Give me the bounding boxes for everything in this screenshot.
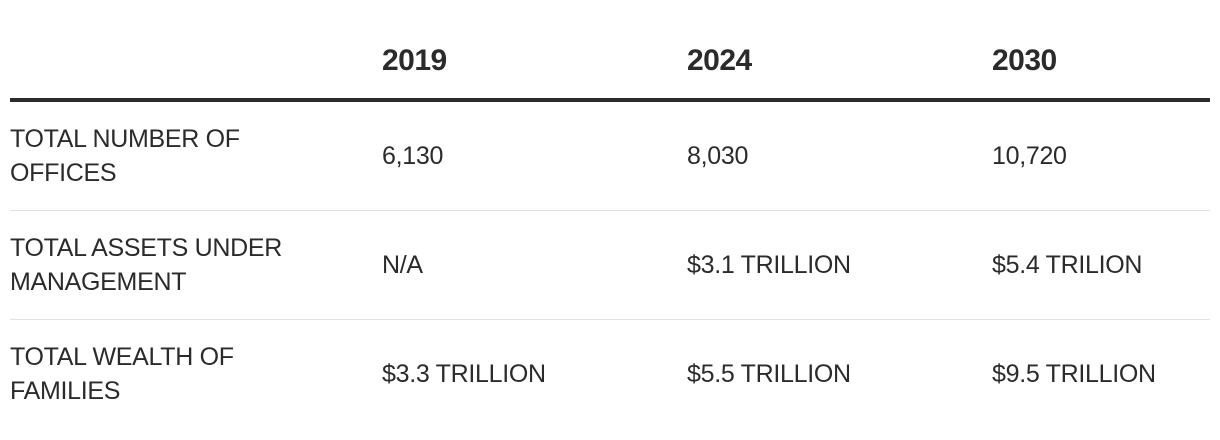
table-row: TOTAL NUMBER OF OFFICES 6,130 8,030 10,7… xyxy=(10,102,1210,211)
table-cell: $9.5 TRILLION xyxy=(992,360,1156,388)
table-cell: $5.4 TRILION xyxy=(992,251,1143,279)
table-cell: 6,130 xyxy=(382,142,444,170)
table-cell: 10,720 xyxy=(992,142,1067,170)
table-cell: $5.5 TRILLION xyxy=(687,360,851,388)
data-table: 2019 2024 2030 TOTAL NUMBER OF OFFICES 6… xyxy=(10,0,1210,428)
table-header-row: 2019 2024 2030 xyxy=(10,0,1210,102)
column-header-2024: 2024 xyxy=(687,44,752,77)
table-row: TOTAL WEALTH OF FAMILIES $3.3 TRILLION $… xyxy=(10,320,1210,428)
table-cell: N/A xyxy=(382,251,423,279)
table-cell: 8,030 xyxy=(687,142,749,170)
row-label: TOTAL NUMBER OF OFFICES xyxy=(10,125,240,187)
column-header-2019: 2019 xyxy=(382,44,447,77)
row-label: TOTAL ASSETS UNDER MANAGEMENT xyxy=(10,234,282,296)
column-header-2030: 2030 xyxy=(992,44,1057,77)
table-row: TOTAL ASSETS UNDER MANAGEMENT N/A $3.1 T… xyxy=(10,211,1210,320)
row-label: TOTAL WEALTH OF FAMILIES xyxy=(10,343,234,405)
table-cell: $3.3 TRILLION xyxy=(382,360,546,388)
table-cell: $3.1 TRILLION xyxy=(687,251,851,279)
